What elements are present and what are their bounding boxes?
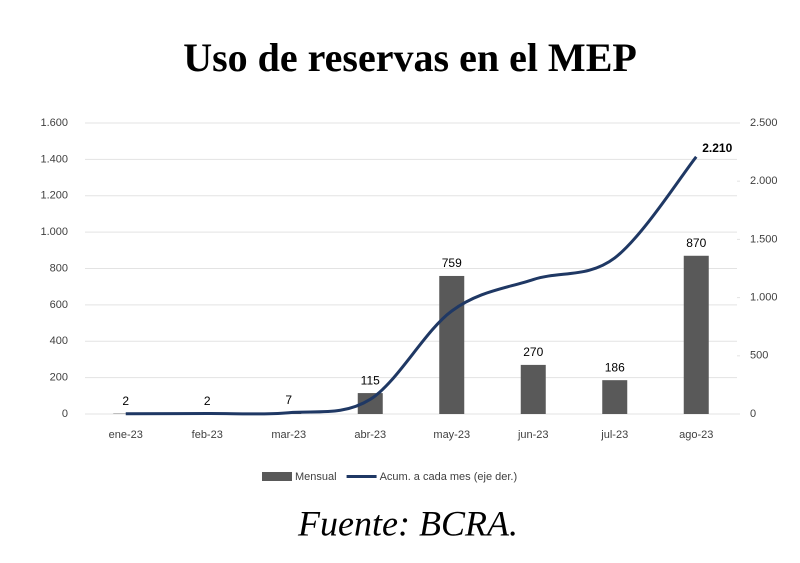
y-tick-label: 200	[50, 372, 68, 384]
legend-label: Acum. a cada mes (eje der.)	[380, 471, 518, 483]
y2-tick-label: 500	[750, 350, 768, 362]
bar	[439, 275, 465, 414]
y-tick-label: 600	[50, 299, 68, 311]
y-tick-label: 1.400	[40, 153, 68, 165]
data-label: 115	[361, 373, 380, 387]
x-tick-label: abr-23	[354, 429, 386, 441]
y2-tick-label: 2.500	[750, 117, 778, 129]
source-note: Fuente: BCRA.	[297, 503, 518, 543]
x-tick-label: ene-23	[109, 429, 143, 441]
y2-tick-label: 1.500	[750, 233, 778, 245]
bar	[683, 255, 709, 414]
data-label: 2	[122, 394, 129, 408]
y-tick-label: 800	[50, 262, 68, 274]
bar	[357, 393, 383, 414]
bar	[520, 364, 546, 414]
data-label: 870	[686, 236, 706, 250]
x-tick-label: ago-23	[679, 429, 713, 441]
x-tick-label: jul-23	[600, 429, 628, 441]
y-tick-label: 1.200	[40, 190, 68, 202]
data-label: 2	[204, 394, 211, 408]
data-label: 7	[285, 393, 292, 407]
data-label: 2.210	[702, 141, 732, 155]
y-tick-label: 1.000	[40, 226, 68, 238]
y-tick-label: 0	[62, 408, 68, 420]
bar	[602, 380, 628, 414]
legend-swatch	[262, 472, 292, 481]
y2-tick-label: 1.000	[750, 292, 778, 304]
x-tick-label: mar-23	[271, 429, 306, 441]
data-label: 186	[605, 360, 625, 374]
y-tick-label: 400	[50, 335, 68, 347]
x-tick-label: jun-23	[517, 429, 549, 441]
x-tick-label: may-23	[433, 429, 470, 441]
data-label: 759	[442, 256, 462, 270]
data-label: 270	[523, 345, 543, 359]
legend-label: Mensual	[295, 471, 337, 483]
line	[125, 155, 698, 416]
x-tick-label: feb-23	[192, 429, 223, 441]
y2-tick-label: 2.000	[750, 175, 778, 187]
y2-tick-label: 0	[750, 408, 756, 420]
chart-title: Uso de reservas en el MEP	[183, 35, 637, 80]
y-tick-label: 1.600	[40, 117, 68, 129]
